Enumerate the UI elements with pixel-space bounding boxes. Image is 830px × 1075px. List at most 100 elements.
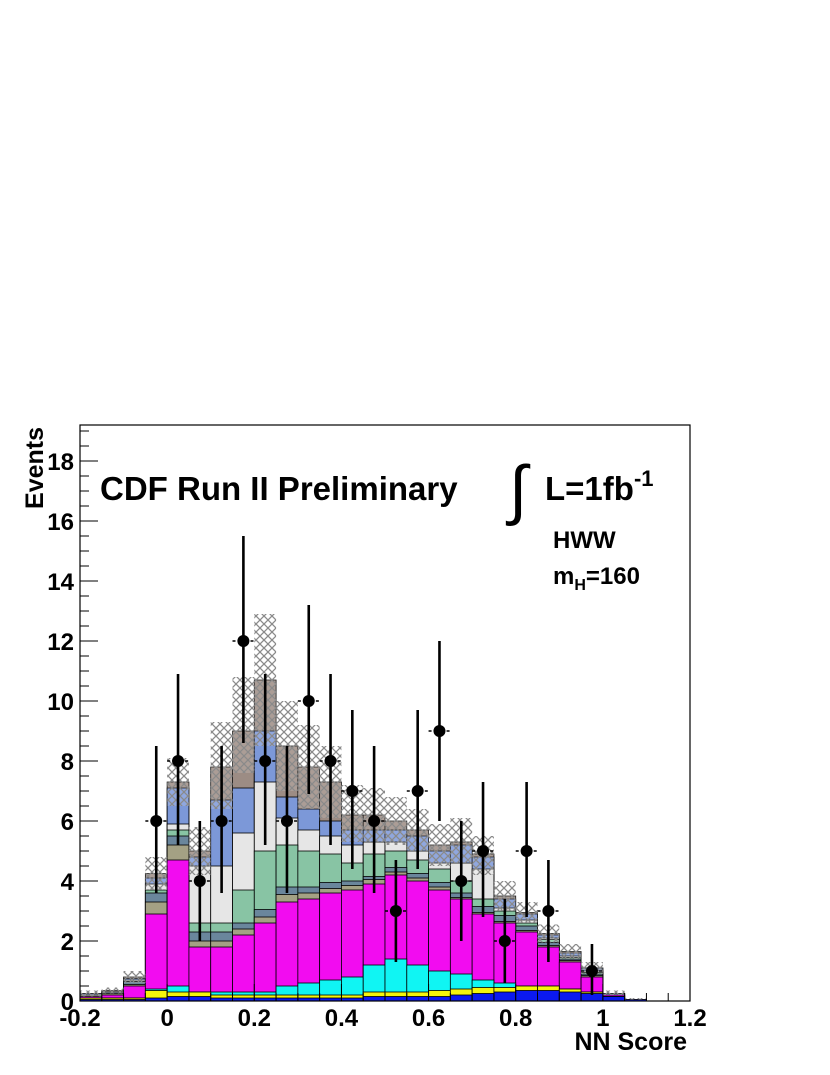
stack-bar-magenta bbox=[232, 934, 255, 1001]
data-point-marker bbox=[542, 905, 555, 917]
stack-bar-blue bbox=[428, 996, 451, 1001]
uncertainty-bin bbox=[123, 971, 146, 983]
uncertainty-bin bbox=[385, 797, 407, 845]
data-point-marker bbox=[193, 875, 206, 887]
y-tick-label: 8 bbox=[61, 749, 74, 776]
stack-bar-blue bbox=[362, 996, 386, 1001]
data-point-marker bbox=[259, 755, 272, 767]
data-point-marker bbox=[346, 785, 359, 797]
data-point bbox=[493, 899, 516, 983]
stack-bar-blue bbox=[537, 990, 560, 1001]
data-point-marker bbox=[520, 845, 533, 857]
data-point bbox=[276, 746, 298, 893]
stack-bar-magenta bbox=[144, 913, 168, 1001]
data-point bbox=[167, 674, 189, 845]
data-point-marker bbox=[280, 815, 293, 827]
data-point-marker bbox=[215, 815, 228, 827]
x-tick-label: 0.2 bbox=[238, 1005, 271, 1032]
x-axis-ticks: -0.2 0 0.2 0.4 0.6 0.8 1 1.2 bbox=[59, 984, 707, 1032]
x-tick-label: 0 bbox=[160, 1005, 173, 1032]
stack-bar-blue bbox=[166, 996, 190, 1001]
data-point-marker bbox=[150, 815, 163, 827]
data-point bbox=[581, 944, 603, 995]
data-point bbox=[232, 536, 255, 743]
x-tick-label: 0.6 bbox=[412, 1005, 445, 1032]
data-point bbox=[254, 674, 277, 845]
data-point-marker bbox=[455, 875, 468, 887]
data-point bbox=[450, 821, 473, 941]
data-point-marker bbox=[324, 755, 337, 767]
process-label: HWW bbox=[553, 527, 616, 554]
lumi-label: L=1fb-1 bbox=[545, 466, 654, 507]
uncertainty-bin bbox=[559, 944, 582, 959]
data-point-marker bbox=[302, 695, 315, 707]
data-point-marker bbox=[237, 635, 250, 647]
data-point bbox=[297, 605, 320, 794]
uncertainty-bin bbox=[428, 824, 451, 866]
mass-label-rest: =160 bbox=[586, 563, 640, 590]
data-point bbox=[515, 782, 538, 917]
y-tick-label: 10 bbox=[47, 689, 74, 716]
uncertainty-bin bbox=[602, 990, 625, 995]
data-point bbox=[319, 674, 342, 845]
mass-label-sub: H bbox=[574, 577, 586, 594]
uncertainty-bin bbox=[493, 881, 516, 911]
x-tick-label: 0.8 bbox=[499, 1005, 532, 1032]
y-tick-label: 6 bbox=[61, 809, 74, 836]
data-point bbox=[428, 641, 451, 821]
data-point-marker bbox=[498, 935, 511, 947]
data-point-marker bbox=[368, 815, 381, 827]
data-point-marker bbox=[389, 905, 402, 917]
data-point bbox=[210, 746, 233, 893]
stack-bar-magenta bbox=[253, 922, 277, 1001]
y-tick-label: 18 bbox=[47, 449, 74, 476]
data-point-marker bbox=[477, 845, 490, 857]
uncertainty-bin bbox=[80, 990, 102, 997]
y-tick-label: 0 bbox=[61, 989, 74, 1016]
y-tick-label: 12 bbox=[47, 629, 74, 656]
lumi-exponent: -1 bbox=[634, 466, 654, 491]
data-point-marker bbox=[433, 725, 446, 737]
stack-bar-blue bbox=[493, 991, 517, 1001]
y-tick-label: 4 bbox=[61, 869, 75, 896]
data-points bbox=[145, 536, 603, 995]
x-tick-label: -0.2 bbox=[59, 1005, 100, 1032]
stack-bar-blue bbox=[406, 996, 429, 1001]
x-tick-label: 0.4 bbox=[325, 1005, 359, 1032]
data-point bbox=[537, 860, 560, 962]
x-axis-title: NN Score bbox=[574, 1028, 687, 1056]
data-point bbox=[188, 821, 211, 941]
stack-layer-blue bbox=[80, 990, 647, 1001]
mass-label-base: m bbox=[553, 563, 574, 590]
data-point bbox=[472, 782, 494, 917]
data-point-marker bbox=[172, 755, 185, 767]
data-point bbox=[385, 860, 407, 962]
stack-bar-blue bbox=[449, 994, 473, 1001]
stack-bar-magenta bbox=[166, 859, 190, 1001]
x-tick-label: 1.2 bbox=[673, 1005, 706, 1032]
stack-bar-blue bbox=[602, 996, 626, 1001]
y-tick-label: 16 bbox=[47, 509, 74, 536]
data-point bbox=[145, 746, 168, 893]
mass-label: mH=160 bbox=[553, 563, 640, 594]
uncertainty-bin bbox=[624, 998, 647, 1000]
y-tick-label: 14 bbox=[47, 569, 74, 596]
data-point bbox=[341, 710, 364, 869]
stack-bar-blue bbox=[384, 996, 408, 1001]
y-axis-title: Events bbox=[21, 427, 49, 509]
data-point-marker bbox=[585, 965, 598, 977]
stack-bar-blue bbox=[188, 996, 212, 1001]
chart-title: CDF Run II Preliminary bbox=[100, 470, 458, 507]
y-axis-ticks: 0 2 4 6 8 10 12 14 16 18 bbox=[47, 430, 98, 1016]
x-tick-label: 1 bbox=[596, 1005, 609, 1032]
lumi-prefix: L=1fb bbox=[545, 470, 634, 507]
data-point bbox=[363, 746, 385, 893]
uncertainty-band bbox=[80, 614, 647, 1000]
integral-symbol: ∫ bbox=[505, 452, 531, 526]
stack-bar-blue bbox=[471, 993, 495, 1001]
y-tick-label: 2 bbox=[61, 929, 74, 956]
data-point bbox=[406, 710, 429, 869]
uncertainty-bin bbox=[101, 987, 124, 994]
data-point-marker bbox=[411, 785, 424, 797]
